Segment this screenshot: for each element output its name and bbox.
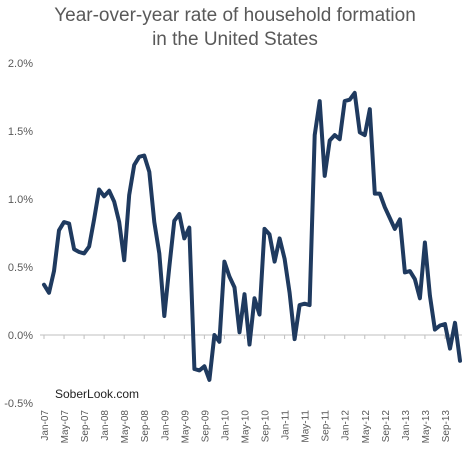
x-tick-label: Sep-08: [140, 410, 151, 443]
x-tick-label: Sep-11: [321, 410, 332, 442]
x-tick-label: Sep-10: [261, 410, 272, 443]
x-tick-label: May-09: [180, 410, 191, 444]
x-axis: Jan-07 May-07 Sep-07 Jan-08 May-08 Sep-08 Jan-…: [40, 335, 452, 443]
x-tick-label: Sep-12: [381, 410, 392, 443]
chart-title: Year-over-year rate of household formati…: [0, 4, 470, 52]
x-tick-label: Jan-11: [281, 410, 292, 440]
x-tick-label: Sep-07: [80, 410, 91, 443]
x-tick-label: Jan-07: [40, 410, 51, 441]
source-annotation: SoberLook.com: [55, 387, 139, 401]
x-tick-label: Jan-09: [160, 410, 171, 441]
y-tick-label: 0.5%: [8, 262, 33, 274]
x-tick-label: Jan-12: [341, 410, 352, 441]
x-tick-label: May-07: [60, 410, 71, 444]
y-axis: -0.5% 0.0% 0.5% 1.0% 1.5% 2.0%: [4, 58, 33, 410]
y-tick-label: 0.0%: [8, 330, 33, 342]
y-tick-label: 1.0%: [8, 194, 33, 206]
x-tick-label: May-13: [421, 410, 432, 444]
x-tick-label: May-11: [301, 410, 312, 443]
series-line: [42, 90, 462, 382]
y-tick-label: 1.5%: [8, 126, 33, 138]
chart-title-line-1: Year-over-year rate of household formati…: [54, 5, 416, 26]
x-tick-label: Jan-08: [100, 410, 111, 441]
y-tick-label: -0.5%: [4, 398, 33, 410]
x-tick-label: May-12: [361, 410, 372, 444]
x-tick-label: Sep-13: [441, 410, 452, 443]
x-tick-label: May-10: [240, 410, 251, 444]
x-tick-label: Jan-10: [220, 410, 231, 441]
x-tick-label: Jan-13: [401, 410, 412, 441]
y-tick-label: 2.0%: [8, 58, 33, 70]
x-tick-label: Sep-09: [200, 410, 211, 443]
chart-title-line-2: in the United States: [152, 29, 318, 50]
x-tick-label: May-08: [120, 410, 131, 444]
